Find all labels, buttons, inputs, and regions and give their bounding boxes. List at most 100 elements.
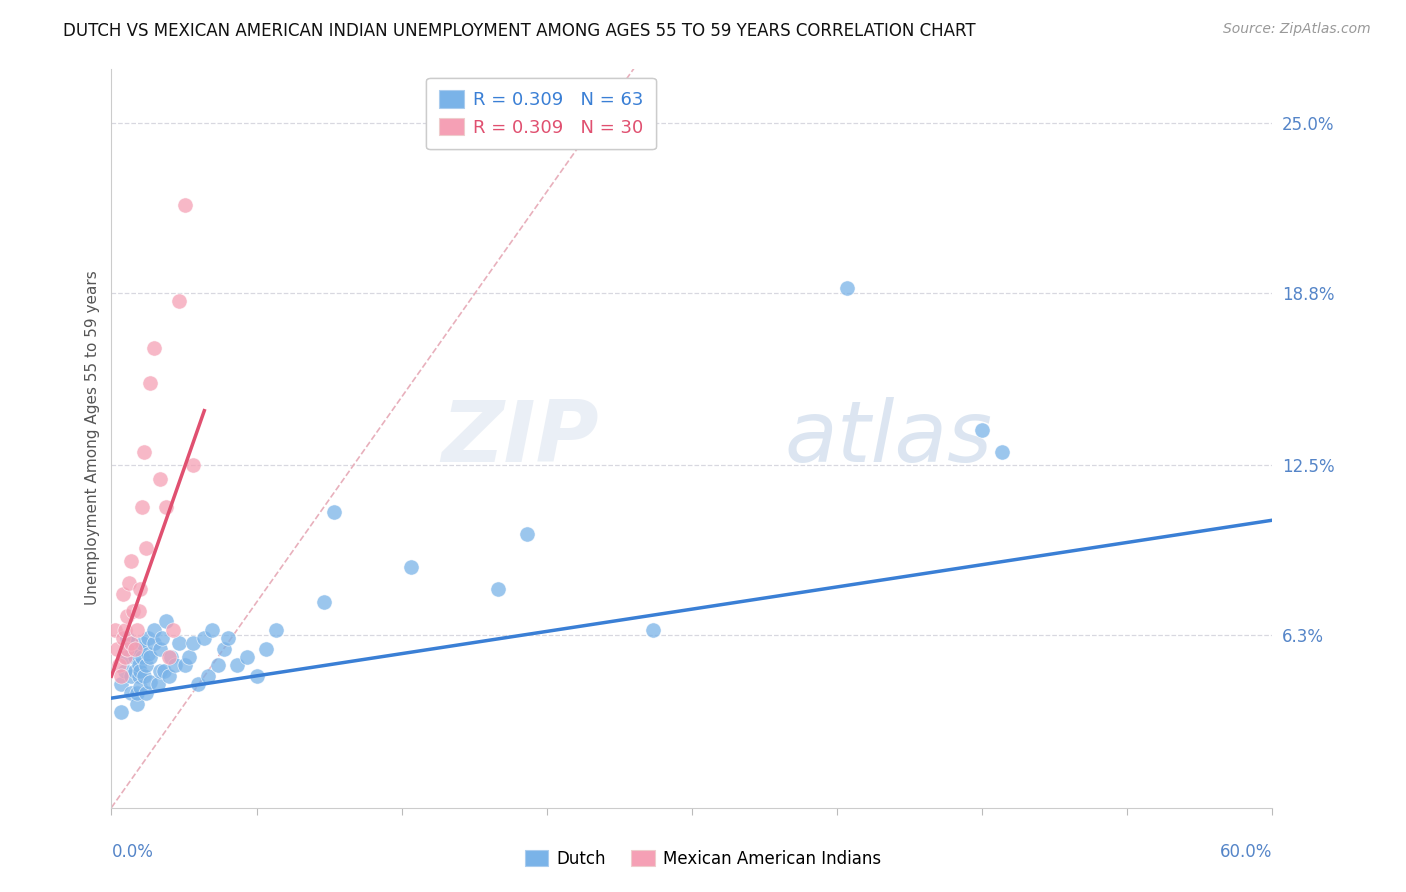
- Point: [139, 650, 162, 665]
- Point: [114, 623, 136, 637]
- Point: [114, 650, 136, 665]
- Point: [146, 677, 169, 691]
- Point: [136, 648, 159, 662]
- Legend: R = 0.309   N = 63, R = 0.309   N = 30: R = 0.309 N = 63, R = 0.309 N = 30: [426, 78, 657, 150]
- Point: [226, 658, 249, 673]
- Point: [134, 444, 156, 458]
- Point: [152, 664, 174, 678]
- Point: [120, 636, 142, 650]
- Point: [150, 631, 173, 645]
- Point: [108, 658, 131, 673]
- Point: [121, 603, 143, 617]
- Point: [162, 623, 184, 637]
- Point: [120, 554, 142, 568]
- Y-axis label: Unemployment Among Ages 55 to 59 years: Unemployment Among Ages 55 to 59 years: [86, 270, 100, 606]
- Point: [120, 669, 142, 683]
- Point: [181, 636, 204, 650]
- Point: [181, 458, 204, 473]
- Point: [129, 680, 152, 694]
- Point: [134, 669, 156, 683]
- Point: [128, 641, 150, 656]
- Point: [167, 294, 190, 309]
- Point: [125, 697, 148, 711]
- Point: [124, 664, 146, 678]
- Point: [193, 631, 215, 645]
- Point: [165, 658, 187, 673]
- Point: [131, 650, 153, 665]
- Point: [155, 615, 177, 629]
- Point: [245, 669, 267, 683]
- Point: [124, 641, 146, 656]
- Point: [323, 505, 346, 519]
- Point: [128, 658, 150, 673]
- Point: [135, 658, 157, 673]
- Text: ZIP: ZIP: [441, 397, 599, 480]
- Point: [115, 609, 138, 624]
- Point: [110, 705, 132, 719]
- Point: [111, 631, 134, 645]
- Point: [167, 636, 190, 650]
- Point: [120, 636, 142, 650]
- Point: [111, 587, 134, 601]
- Point: [136, 631, 159, 645]
- Point: [143, 636, 166, 650]
- Point: [174, 198, 197, 212]
- Point: [139, 674, 162, 689]
- Point: [115, 641, 138, 656]
- Point: [129, 582, 152, 596]
- Point: [516, 527, 538, 541]
- Point: [125, 623, 148, 637]
- Point: [131, 636, 153, 650]
- Point: [990, 444, 1012, 458]
- Point: [143, 623, 166, 637]
- Point: [159, 669, 181, 683]
- Point: [159, 650, 181, 665]
- Point: [131, 500, 153, 514]
- Point: [135, 686, 157, 700]
- Point: [254, 641, 277, 656]
- Point: [110, 669, 132, 683]
- Text: atlas: atlas: [785, 397, 993, 480]
- Point: [177, 650, 200, 665]
- Point: [236, 650, 259, 665]
- Point: [129, 664, 152, 678]
- Point: [174, 658, 197, 673]
- Point: [155, 500, 177, 514]
- Point: [128, 669, 150, 683]
- Point: [160, 650, 183, 665]
- Text: 60.0%: 60.0%: [1220, 843, 1272, 861]
- Point: [264, 623, 287, 637]
- Point: [120, 686, 142, 700]
- Point: [118, 576, 141, 591]
- Point: [115, 650, 138, 665]
- Point: [135, 541, 157, 555]
- Text: 0.0%: 0.0%: [111, 843, 153, 861]
- Point: [187, 677, 209, 691]
- Text: Source: ZipAtlas.com: Source: ZipAtlas.com: [1223, 22, 1371, 37]
- Point: [643, 623, 665, 637]
- Point: [110, 677, 132, 691]
- Point: [128, 603, 150, 617]
- Point: [125, 686, 148, 700]
- Point: [197, 669, 219, 683]
- Point: [217, 631, 239, 645]
- Point: [486, 582, 509, 596]
- Point: [143, 341, 166, 355]
- Point: [149, 472, 172, 486]
- Point: [114, 664, 136, 678]
- Legend: Dutch, Mexican American Indians: Dutch, Mexican American Indians: [519, 844, 887, 875]
- Point: [972, 423, 994, 437]
- Point: [105, 641, 128, 656]
- Point: [207, 658, 229, 673]
- Point: [212, 641, 235, 656]
- Point: [201, 623, 224, 637]
- Point: [104, 623, 127, 637]
- Point: [401, 559, 423, 574]
- Text: DUTCH VS MEXICAN AMERICAN INDIAN UNEMPLOYMENT AMONG AGES 55 TO 59 YEARS CORRELAT: DUTCH VS MEXICAN AMERICAN INDIAN UNEMPLO…: [63, 22, 976, 40]
- Point: [139, 376, 162, 391]
- Point: [149, 641, 172, 656]
- Point: [314, 595, 336, 609]
- Point: [115, 631, 138, 645]
- Point: [835, 280, 858, 294]
- Point: [115, 641, 138, 656]
